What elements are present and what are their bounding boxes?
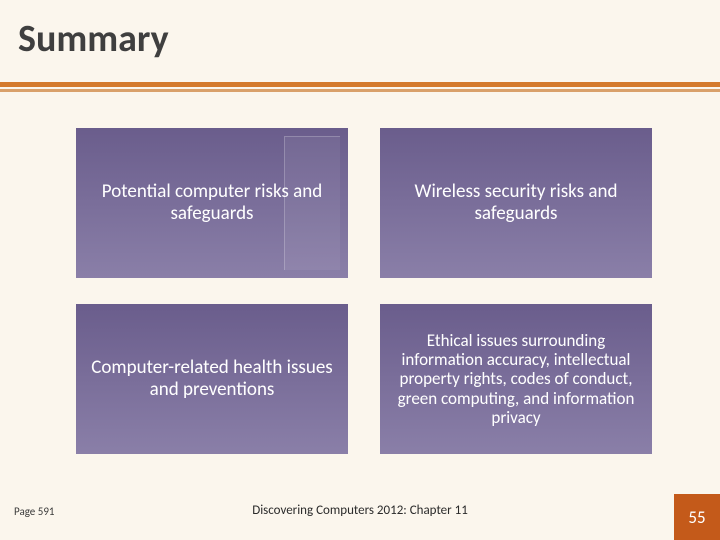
summary-card-text: Ethical issues surrounding information a… xyxy=(394,331,638,426)
summary-card: Computer-related health issues and preve… xyxy=(76,304,348,454)
summary-card: Ethical issues surrounding information a… xyxy=(380,304,652,454)
footer-source: Discovering Computers 2012: Chapter 11 xyxy=(0,503,720,518)
slide: Summary Potential computer risks and saf… xyxy=(0,0,720,540)
summary-card: Potential computer risks and safeguards xyxy=(76,128,348,278)
summary-card-text: Computer-related health issues and preve… xyxy=(90,357,334,401)
summary-card-text: Potential computer risks and safeguards xyxy=(90,181,334,225)
summary-card-text: Wireless security risks and safeguards xyxy=(394,181,638,225)
divider-top xyxy=(0,82,720,87)
title-divider xyxy=(0,82,720,94)
page-title: Summary xyxy=(18,16,169,62)
summary-grid: Potential computer risks and safeguards … xyxy=(76,128,652,454)
summary-card: Wireless security risks and safeguards xyxy=(380,128,652,278)
slide-number: 55 xyxy=(674,494,720,540)
divider-bottom xyxy=(0,89,720,92)
